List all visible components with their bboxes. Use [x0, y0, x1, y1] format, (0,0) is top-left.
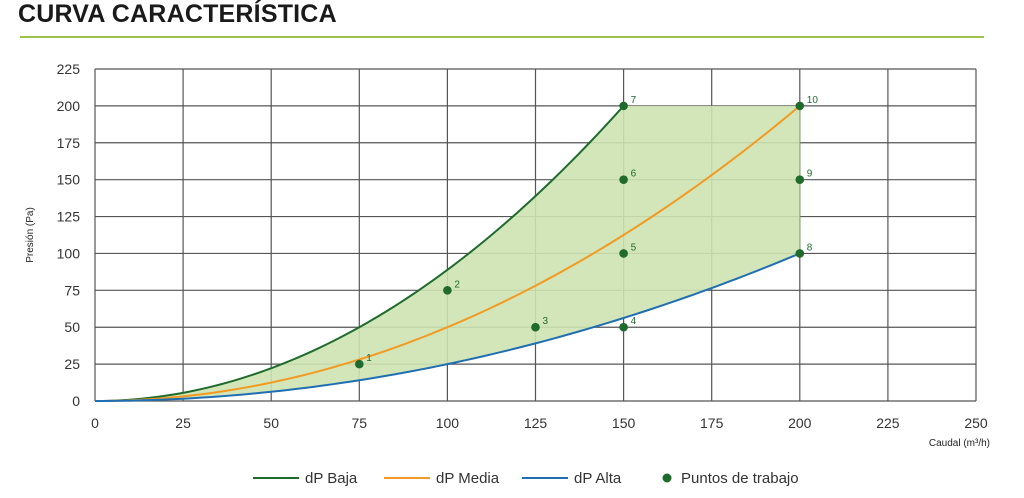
work-point-9 [795, 175, 805, 184]
work-point-label: 8 [807, 242, 813, 253]
legend-label: dP Alta [574, 470, 622, 487]
y-tick-label: 75 [64, 282, 80, 298]
y-tick-label: 200 [57, 98, 81, 114]
y-tick-label: 0 [72, 393, 80, 409]
y-tick-label: 100 [57, 245, 81, 261]
x-tick-label: 0 [91, 415, 99, 431]
series-line-dp-alta [94, 252, 801, 402]
x-tick-label: 225 [876, 415, 900, 431]
grid [94, 68, 977, 402]
legend: dP Baja dP Media dP Alta Puntos de trabajo [253, 470, 799, 487]
y-tick-label: 175 [57, 135, 81, 151]
x-tick-label: 150 [612, 415, 636, 431]
work-point-5 [619, 249, 628, 258]
work-point-6 [619, 175, 628, 184]
y-axis-label: Presión (Pa) [25, 207, 36, 263]
legend-label: dP Media [436, 470, 500, 487]
x-tick-label: 125 [524, 415, 548, 431]
x-tick-label: 50 [263, 415, 279, 431]
work-point-2 [443, 286, 452, 295]
legend-label: dP Baja [305, 470, 358, 487]
work-point-label: 10 [807, 95, 819, 106]
y-tick-label: 25 [64, 356, 80, 372]
series-line-dp-baja [94, 105, 625, 402]
chart-title: CURVA CARACTERÍSTICA [18, 0, 337, 28]
work-point-4 [619, 322, 628, 332]
work-point-label: 6 [631, 169, 637, 180]
x-tick-label: 200 [788, 415, 812, 431]
work-points: 1 2 3 4 5 6 7 8 9 10 [355, 95, 818, 369]
x-tick-label: 250 [964, 415, 988, 431]
legend-label: Puntos de trabajo [681, 470, 799, 487]
title-divider [20, 36, 984, 38]
work-point-label: 1 [366, 353, 372, 364]
work-point-7 [619, 101, 628, 111]
work-point-label: 5 [631, 242, 637, 253]
y-tick-label: 225 [57, 61, 81, 77]
x-tick-label: 100 [436, 415, 460, 431]
work-point-3 [531, 322, 540, 332]
y-tick-label: 50 [64, 319, 80, 335]
work-point-label: 3 [543, 316, 549, 327]
x-axis-label: Caudal (m³/h) [929, 438, 990, 449]
legend-swatch [662, 473, 672, 483]
tick-labels: 0 25 50 75 100 125 150 175 200 225 250025507510012… [57, 61, 988, 431]
y-tick-label: 125 [57, 209, 81, 225]
series-lines [94, 105, 801, 402]
work-point-label: 9 [807, 169, 813, 180]
work-point-10 [795, 101, 805, 111]
x-tick-label: 25 [175, 415, 191, 431]
work-point-8 [795, 249, 805, 258]
y-tick-label: 150 [57, 172, 81, 188]
x-tick-label: 175 [700, 415, 724, 431]
work-point-label: 7 [631, 95, 637, 106]
work-point-label: 2 [454, 279, 460, 290]
work-point-1 [355, 359, 364, 369]
series-line-dp-media [94, 105, 801, 402]
x-tick-label: 75 [352, 415, 368, 431]
work-point-label: 4 [631, 316, 637, 327]
